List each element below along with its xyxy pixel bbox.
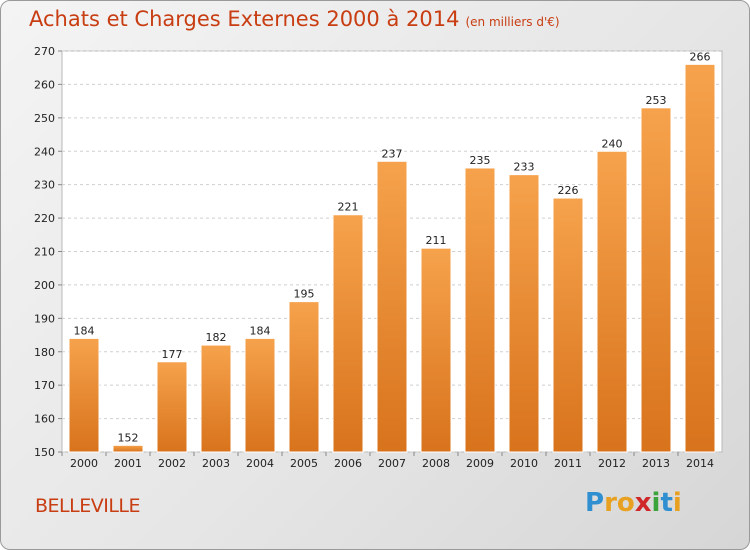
chart-title-text: Achats et Charges Externes 2000 à 2014 (29, 7, 460, 31)
y-tick-label-230: 230 (34, 179, 55, 192)
y-tick-label-170: 170 (34, 379, 55, 392)
value-label-2007: 237 (382, 147, 403, 160)
bar-2007 (376, 160, 408, 453)
y-tick-label-250: 250 (34, 112, 55, 125)
logo-letter: i (651, 488, 661, 518)
value-label-2004: 184 (250, 324, 271, 337)
x-tick-label-2011: 2011 (554, 457, 582, 470)
y-tick-label-180: 180 (34, 346, 55, 359)
value-label-2000: 184 (74, 324, 95, 337)
x-tick-label-2002: 2002 (158, 457, 186, 470)
value-label-2012: 240 (602, 137, 623, 150)
value-label-2008: 211 (426, 234, 447, 247)
bar-2004 (244, 337, 276, 453)
x-tick-label-2010: 2010 (510, 457, 538, 470)
x-tick-label-2001: 2001 (114, 457, 142, 470)
x-tick-label-2007: 2007 (378, 457, 406, 470)
value-label-2003: 182 (206, 331, 227, 344)
chart-unit: (en milliers d'€) (465, 15, 560, 29)
logo-letter: o (616, 488, 635, 518)
y-tick-label-240: 240 (34, 145, 55, 158)
bar-2010 (508, 174, 540, 453)
value-label-2014: 266 (690, 50, 711, 63)
value-labels: 184 152 177 182 184 195 221 237 211 235 233 226 240 2… (74, 50, 711, 444)
y-tick-label-220: 220 (34, 212, 55, 225)
bar-2002 (156, 361, 188, 453)
value-label-2002: 177 (162, 348, 183, 361)
bar-2008 (420, 247, 452, 453)
x-tick-label-2006: 2006 (334, 457, 362, 470)
x-tick-label-2012: 2012 (598, 457, 626, 470)
bar-2006 (332, 214, 364, 453)
logo-letter: P (585, 488, 605, 518)
bar-2014 (684, 63, 716, 453)
bar-2012 (596, 150, 628, 453)
y-tick-label-270: 270 (34, 45, 55, 58)
bars (68, 63, 716, 453)
x-tick-label-2003: 2003 (202, 457, 230, 470)
x-tick-label-2013: 2013 (642, 457, 670, 470)
bar-2001 (112, 444, 144, 453)
y-tick-label-160: 160 (34, 413, 55, 426)
x-axis-labels: 2000 2001 2002 2003 2004 2005 2006 2007 2008 2009… (61, 452, 714, 470)
bar-2005 (288, 301, 320, 453)
bar-2000 (68, 337, 100, 453)
value-label-2010: 233 (514, 161, 535, 174)
y-tick-label-260: 260 (34, 78, 55, 91)
value-label-2013: 253 (646, 94, 667, 107)
chart-title: Achats et Charges Externes 2000 à 2014 (e… (29, 7, 560, 31)
bar-2003 (200, 344, 232, 453)
y-tick-label-210: 210 (34, 246, 55, 259)
bar-2009 (464, 167, 496, 453)
bar-2013 (640, 107, 672, 453)
x-tick-label-2008: 2008 (422, 457, 450, 470)
value-label-2001: 152 (118, 431, 139, 444)
value-label-2011: 226 (558, 184, 579, 197)
y-tick-label-200: 200 (34, 279, 55, 292)
logo-letter: i (672, 488, 682, 518)
proxiti-logo: Proxiti (585, 488, 682, 518)
value-label-2005: 195 (294, 288, 315, 301)
x-tick-label-2009: 2009 (466, 457, 494, 470)
bar-2011 (552, 197, 584, 453)
logo-letter: t (660, 488, 673, 518)
value-label-2009: 235 (470, 154, 491, 167)
y-tick-label-190: 190 (34, 312, 55, 325)
y-tick-label-150: 150 (34, 446, 55, 459)
value-label-2006: 221 (338, 201, 359, 214)
town-name: BELLEVILLE (35, 495, 141, 517)
x-tick-label-2000: 2000 (70, 457, 98, 470)
logo-letter: r (604, 488, 617, 518)
x-tick-label-2014: 2014 (686, 457, 714, 470)
y-axis-labels: 150 160 170 180 190 200 210 220 230 240 250 260 270 (34, 45, 55, 459)
logo-letter: x (634, 488, 652, 518)
x-tick-label-2005: 2005 (290, 457, 318, 470)
x-tick-label-2004: 2004 (246, 457, 274, 470)
